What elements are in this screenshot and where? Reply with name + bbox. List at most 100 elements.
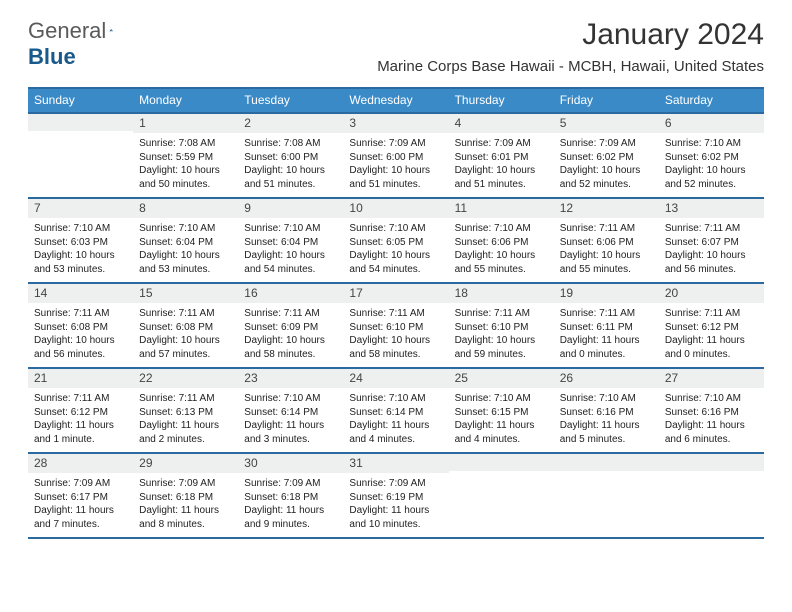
- day-number: 13: [659, 199, 764, 218]
- dayname-mon: Monday: [133, 89, 238, 112]
- daylight-text: Daylight: 10 hours and 54 minutes.: [244, 249, 337, 276]
- daylight-text: Daylight: 11 hours and 9 minutes.: [244, 504, 337, 531]
- day-info: Sunrise: 7:11 AMSunset: 6:10 PMDaylight:…: [449, 303, 554, 367]
- day-cell: 9Sunrise: 7:10 AMSunset: 6:04 PMDaylight…: [238, 199, 343, 282]
- daylight-text: Daylight: 11 hours and 2 minutes.: [139, 419, 232, 446]
- page-header: General January 2024 Marine Corps Base H…: [0, 0, 792, 75]
- dayname-thu: Thursday: [449, 89, 554, 112]
- sunrise-text: Sunrise: 7:09 AM: [139, 477, 232, 491]
- sunrise-text: Sunrise: 7:10 AM: [455, 392, 548, 406]
- day-cell: 17Sunrise: 7:11 AMSunset: 6:10 PMDayligh…: [343, 284, 448, 367]
- brand-part1: General: [28, 18, 106, 44]
- sunrise-text: Sunrise: 7:11 AM: [560, 222, 653, 236]
- sunrise-text: Sunrise: 7:10 AM: [665, 137, 758, 151]
- daylight-text: Daylight: 11 hours and 4 minutes.: [349, 419, 442, 446]
- sunset-text: Sunset: 6:00 PM: [244, 151, 337, 165]
- dayname-sat: Saturday: [659, 89, 764, 112]
- sunrise-text: Sunrise: 7:09 AM: [349, 137, 442, 151]
- day-number: [554, 454, 659, 471]
- day-number: 16: [238, 284, 343, 303]
- day-number: 31: [343, 454, 448, 473]
- day-info: Sunrise: 7:10 AMSunset: 6:14 PMDaylight:…: [343, 388, 448, 452]
- daylight-text: Daylight: 10 hours and 55 minutes.: [560, 249, 653, 276]
- day-number: 4: [449, 114, 554, 133]
- sunrise-text: Sunrise: 7:10 AM: [244, 392, 337, 406]
- day-number: 27: [659, 369, 764, 388]
- day-number: 5: [554, 114, 659, 133]
- sunrise-text: Sunrise: 7:08 AM: [139, 137, 232, 151]
- daylight-text: Daylight: 11 hours and 4 minutes.: [455, 419, 548, 446]
- day-info: Sunrise: 7:08 AMSunset: 5:59 PMDaylight:…: [133, 133, 238, 197]
- sunrise-text: Sunrise: 7:11 AM: [139, 307, 232, 321]
- daylight-text: Daylight: 10 hours and 55 minutes.: [455, 249, 548, 276]
- day-cell: 4Sunrise: 7:09 AMSunset: 6:01 PMDaylight…: [449, 114, 554, 197]
- day-cell: 7Sunrise: 7:10 AMSunset: 6:03 PMDaylight…: [28, 199, 133, 282]
- sunset-text: Sunset: 6:10 PM: [349, 321, 442, 335]
- day-cell: 3Sunrise: 7:09 AMSunset: 6:00 PMDaylight…: [343, 114, 448, 197]
- sunrise-text: Sunrise: 7:09 AM: [34, 477, 127, 491]
- day-number: 19: [554, 284, 659, 303]
- day-info: Sunrise: 7:11 AMSunset: 6:08 PMDaylight:…: [133, 303, 238, 367]
- daylight-text: Daylight: 10 hours and 52 minutes.: [665, 164, 758, 191]
- sunrise-text: Sunrise: 7:10 AM: [665, 392, 758, 406]
- sunset-text: Sunset: 6:00 PM: [349, 151, 442, 165]
- dayname-fri: Friday: [554, 89, 659, 112]
- day-cell: 6Sunrise: 7:10 AMSunset: 6:02 PMDaylight…: [659, 114, 764, 197]
- sunset-text: Sunset: 6:07 PM: [665, 236, 758, 250]
- day-number: 28: [28, 454, 133, 473]
- day-info: Sunrise: 7:10 AMSunset: 6:04 PMDaylight:…: [238, 218, 343, 282]
- day-cell: 1Sunrise: 7:08 AMSunset: 5:59 PMDaylight…: [133, 114, 238, 197]
- day-number: 17: [343, 284, 448, 303]
- sunset-text: Sunset: 6:08 PM: [139, 321, 232, 335]
- day-cell: [659, 454, 764, 537]
- sunset-text: Sunset: 6:04 PM: [139, 236, 232, 250]
- day-info: Sunrise: 7:09 AMSunset: 6:18 PMDaylight:…: [238, 473, 343, 537]
- daylight-text: Daylight: 10 hours and 58 minutes.: [349, 334, 442, 361]
- sunrise-text: Sunrise: 7:10 AM: [455, 222, 548, 236]
- day-info: Sunrise: 7:10 AMSunset: 6:14 PMDaylight:…: [238, 388, 343, 452]
- sunrise-text: Sunrise: 7:10 AM: [139, 222, 232, 236]
- daylight-text: Daylight: 10 hours and 51 minutes.: [349, 164, 442, 191]
- sunset-text: Sunset: 6:12 PM: [665, 321, 758, 335]
- day-info: Sunrise: 7:09 AMSunset: 6:00 PMDaylight:…: [343, 133, 448, 197]
- day-cell: 24Sunrise: 7:10 AMSunset: 6:14 PMDayligh…: [343, 369, 448, 452]
- day-info: Sunrise: 7:10 AMSunset: 6:15 PMDaylight:…: [449, 388, 554, 452]
- sunset-text: Sunset: 6:01 PM: [455, 151, 548, 165]
- daylight-text: Daylight: 10 hours and 56 minutes.: [665, 249, 758, 276]
- day-cell: 26Sunrise: 7:10 AMSunset: 6:16 PMDayligh…: [554, 369, 659, 452]
- dayname-sun: Sunday: [28, 89, 133, 112]
- day-cell: 5Sunrise: 7:09 AMSunset: 6:02 PMDaylight…: [554, 114, 659, 197]
- location-subtitle: Marine Corps Base Hawaii - MCBH, Hawaii,…: [377, 58, 764, 75]
- sunset-text: Sunset: 6:19 PM: [349, 491, 442, 505]
- sunrise-text: Sunrise: 7:09 AM: [455, 137, 548, 151]
- weeks-container: 1Sunrise: 7:08 AMSunset: 5:59 PMDaylight…: [28, 112, 764, 539]
- day-cell: 19Sunrise: 7:11 AMSunset: 6:11 PMDayligh…: [554, 284, 659, 367]
- daylight-text: Daylight: 11 hours and 7 minutes.: [34, 504, 127, 531]
- sunset-text: Sunset: 6:04 PM: [244, 236, 337, 250]
- day-cell: 30Sunrise: 7:09 AMSunset: 6:18 PMDayligh…: [238, 454, 343, 537]
- day-number: 6: [659, 114, 764, 133]
- daylight-text: Daylight: 10 hours and 56 minutes.: [34, 334, 127, 361]
- daylight-text: Daylight: 11 hours and 6 minutes.: [665, 419, 758, 446]
- day-cell: [449, 454, 554, 537]
- day-info: Sunrise: 7:10 AMSunset: 6:06 PMDaylight:…: [449, 218, 554, 282]
- day-info: Sunrise: 7:10 AMSunset: 6:16 PMDaylight:…: [659, 388, 764, 452]
- day-cell: 16Sunrise: 7:11 AMSunset: 6:09 PMDayligh…: [238, 284, 343, 367]
- daylight-text: Daylight: 10 hours and 58 minutes.: [244, 334, 337, 361]
- day-number: 14: [28, 284, 133, 303]
- day-info: Sunrise: 7:11 AMSunset: 6:10 PMDaylight:…: [343, 303, 448, 367]
- day-info: Sunrise: 7:11 AMSunset: 6:09 PMDaylight:…: [238, 303, 343, 367]
- day-info: Sunrise: 7:09 AMSunset: 6:17 PMDaylight:…: [28, 473, 133, 537]
- day-number: [449, 454, 554, 471]
- sunset-text: Sunset: 6:12 PM: [34, 406, 127, 420]
- day-number: 26: [554, 369, 659, 388]
- week-row: 1Sunrise: 7:08 AMSunset: 5:59 PMDaylight…: [28, 112, 764, 197]
- day-cell: 8Sunrise: 7:10 AMSunset: 6:04 PMDaylight…: [133, 199, 238, 282]
- day-cell: 22Sunrise: 7:11 AMSunset: 6:13 PMDayligh…: [133, 369, 238, 452]
- day-number: 15: [133, 284, 238, 303]
- brand-part2: Blue: [28, 44, 76, 69]
- daylight-text: Daylight: 11 hours and 5 minutes.: [560, 419, 653, 446]
- day-number: 29: [133, 454, 238, 473]
- sunset-text: Sunset: 6:17 PM: [34, 491, 127, 505]
- daylight-text: Daylight: 11 hours and 8 minutes.: [139, 504, 232, 531]
